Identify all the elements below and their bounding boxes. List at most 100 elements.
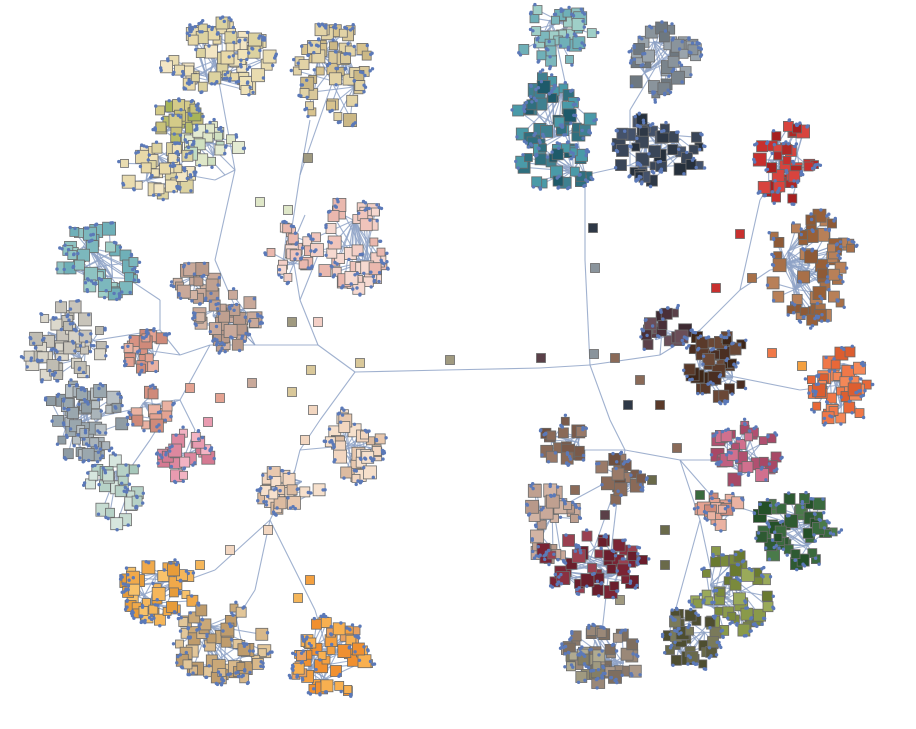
leaf-node [184,650,188,655]
leaf-node [89,239,93,243]
leaf-node [739,548,743,553]
color-swatch [220,636,232,648]
leaf-node [377,270,382,275]
leaf-node [141,501,145,505]
leaf-node [286,280,290,285]
leaf-node [78,456,82,460]
leaf-node [841,280,845,284]
leaf-node [184,569,189,573]
leaf-node [590,572,595,576]
color-swatch [553,116,565,128]
leaf-node [571,500,575,505]
color-swatch [168,587,179,598]
leaf-node [97,386,101,391]
leaf-node [530,537,534,541]
leaf-node [372,278,377,283]
leaf-node [91,232,96,237]
leaf-node [702,144,706,148]
leaf-node [247,332,252,337]
leaf-node [802,315,806,319]
leaf-node [552,552,556,556]
leaf-node [704,511,708,515]
leaf-node [151,581,155,586]
branch-swatch [263,525,273,535]
leaf-node [747,567,752,571]
leaf-node [559,572,563,577]
color-swatch [214,144,226,156]
leaf-node [798,121,802,125]
leaf-node [185,152,189,156]
leaf-node [839,395,843,399]
leaf-node [532,96,536,100]
leaf-node [702,166,707,170]
leaf-node [765,167,770,172]
leaf-node [228,307,232,311]
leaf-node [240,336,244,340]
leaf-node [162,568,166,572]
leaf-node [813,539,817,543]
twig-edge [208,624,265,652]
leaf-node [157,429,161,433]
leaf-node [723,401,727,406]
leaf-node [686,654,691,658]
leaf-node [357,636,361,640]
leaf-node [724,358,729,363]
color-swatch [783,493,796,505]
leaf-node [635,639,640,643]
branch-swatch [711,283,721,293]
leaf-node [556,558,560,562]
color-swatch [299,88,310,98]
leaf-node [78,344,83,348]
leaf-node [832,219,836,223]
leaf-node [563,413,568,417]
leaf-node [324,253,328,257]
leaf-node [172,401,176,405]
leaf-node [562,560,566,564]
leaf-node [702,598,706,602]
color-swatch [333,449,348,464]
leaf-node [84,340,89,344]
leaf-node [147,616,152,620]
color-swatch [179,456,191,468]
leaf-node [187,33,192,37]
color-swatch [597,537,608,548]
leaf-node [151,127,155,132]
branch-swatch [305,575,315,585]
leaf-node [188,611,193,615]
leaf-node [653,100,657,104]
leaf-node [223,349,227,354]
color-swatch [536,50,547,61]
color-swatch [616,127,629,140]
twig-edge [353,220,368,268]
leaf-node [306,266,310,270]
leaf-node [660,20,664,24]
leaf-node [745,606,749,610]
color-swatch [105,507,115,518]
leaf-node [147,561,151,565]
leaf-node [749,629,753,633]
leaf-node [668,90,673,95]
leaf-node [301,649,305,653]
color-swatch [249,317,260,328]
leaf-node [732,363,736,367]
leaf-node [773,431,777,435]
leaf-node [825,264,830,268]
leaf-node [189,189,193,193]
leaf-node [611,451,615,456]
leaf-node [353,121,357,125]
leaf-node [375,219,379,223]
leaf-node [679,631,683,635]
color-swatch [128,464,139,475]
color-swatch [525,499,539,514]
leaf-node [628,579,633,583]
leaf-node [128,335,132,339]
leaf-node [859,377,863,381]
leaf-node [558,515,563,519]
leaf-node [201,114,205,119]
leaf-node [734,552,738,557]
leaf-node [193,311,197,316]
color-swatch [351,473,361,483]
leaf-node [164,453,168,457]
color-swatch [174,64,185,76]
leaf-node [48,369,52,373]
